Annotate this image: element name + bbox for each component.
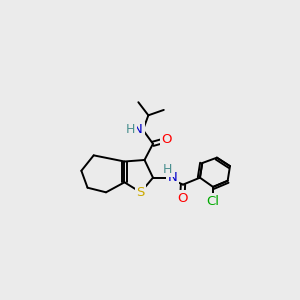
- Text: Cl: Cl: [206, 195, 220, 208]
- Text: N: N: [133, 123, 143, 136]
- Text: H: H: [163, 163, 172, 176]
- Text: O: O: [177, 192, 188, 205]
- Text: N: N: [168, 171, 177, 184]
- Text: O: O: [162, 134, 172, 146]
- Text: H: H: [126, 123, 135, 136]
- Text: S: S: [136, 186, 145, 199]
